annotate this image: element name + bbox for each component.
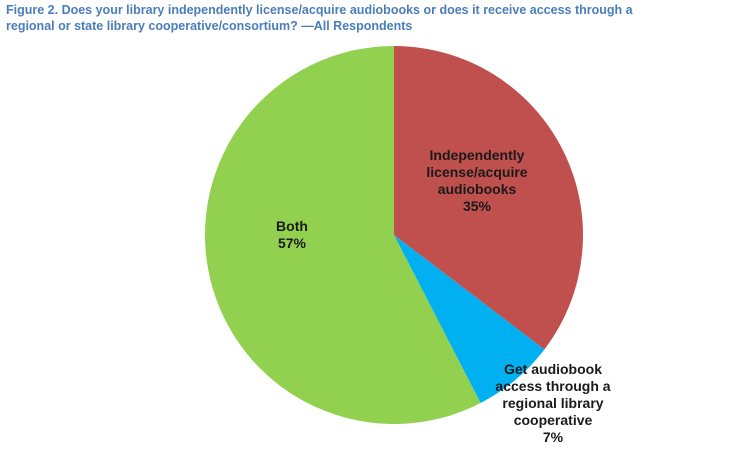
pie-slice-label-0: Independently license/acquire audiobooks 35… <box>426 147 527 214</box>
pie-slice-value-0: 35% <box>463 198 492 214</box>
pie-slice-label-1: Get audiobook access through a regional li… <box>495 361 610 445</box>
pie-slice-label-line-2-0: Both <box>276 218 308 234</box>
pie-slice-label-line-0-1: license/acquire <box>426 164 527 180</box>
pie-slice-2 <box>204 45 481 424</box>
pie-slices <box>204 45 584 424</box>
pie-slice-label-line-0-0: Independently <box>430 147 525 163</box>
pie-slice-value-1: 7% <box>543 429 564 445</box>
pie-slice-label-2: Both 57% <box>276 218 308 251</box>
chart-title-line-1: Figure 2. Does your library independentl… <box>6 3 633 17</box>
pie-slice-label-line-1-3: cooperative <box>514 412 593 428</box>
pie-slice-0 <box>394 46 584 350</box>
pie-slice-label-line-1-0: Get audiobook <box>504 361 602 377</box>
chart-title: Figure 2. Does your library independentl… <box>6 2 730 34</box>
pie-slice-1 <box>394 235 545 403</box>
pie-labels: Independently license/acquire audiobooks 35… <box>276 147 611 445</box>
pie-slice-label-line-1-1: access through a <box>495 378 610 394</box>
chart-title-line-2: regional or state library cooperative/co… <box>6 19 413 33</box>
pie-slice-value-2: 57% <box>278 235 307 251</box>
pie-slice-label-line-0-2: audiobooks <box>438 181 517 197</box>
pie-slice-label-line-1-2: regional library <box>502 395 603 411</box>
